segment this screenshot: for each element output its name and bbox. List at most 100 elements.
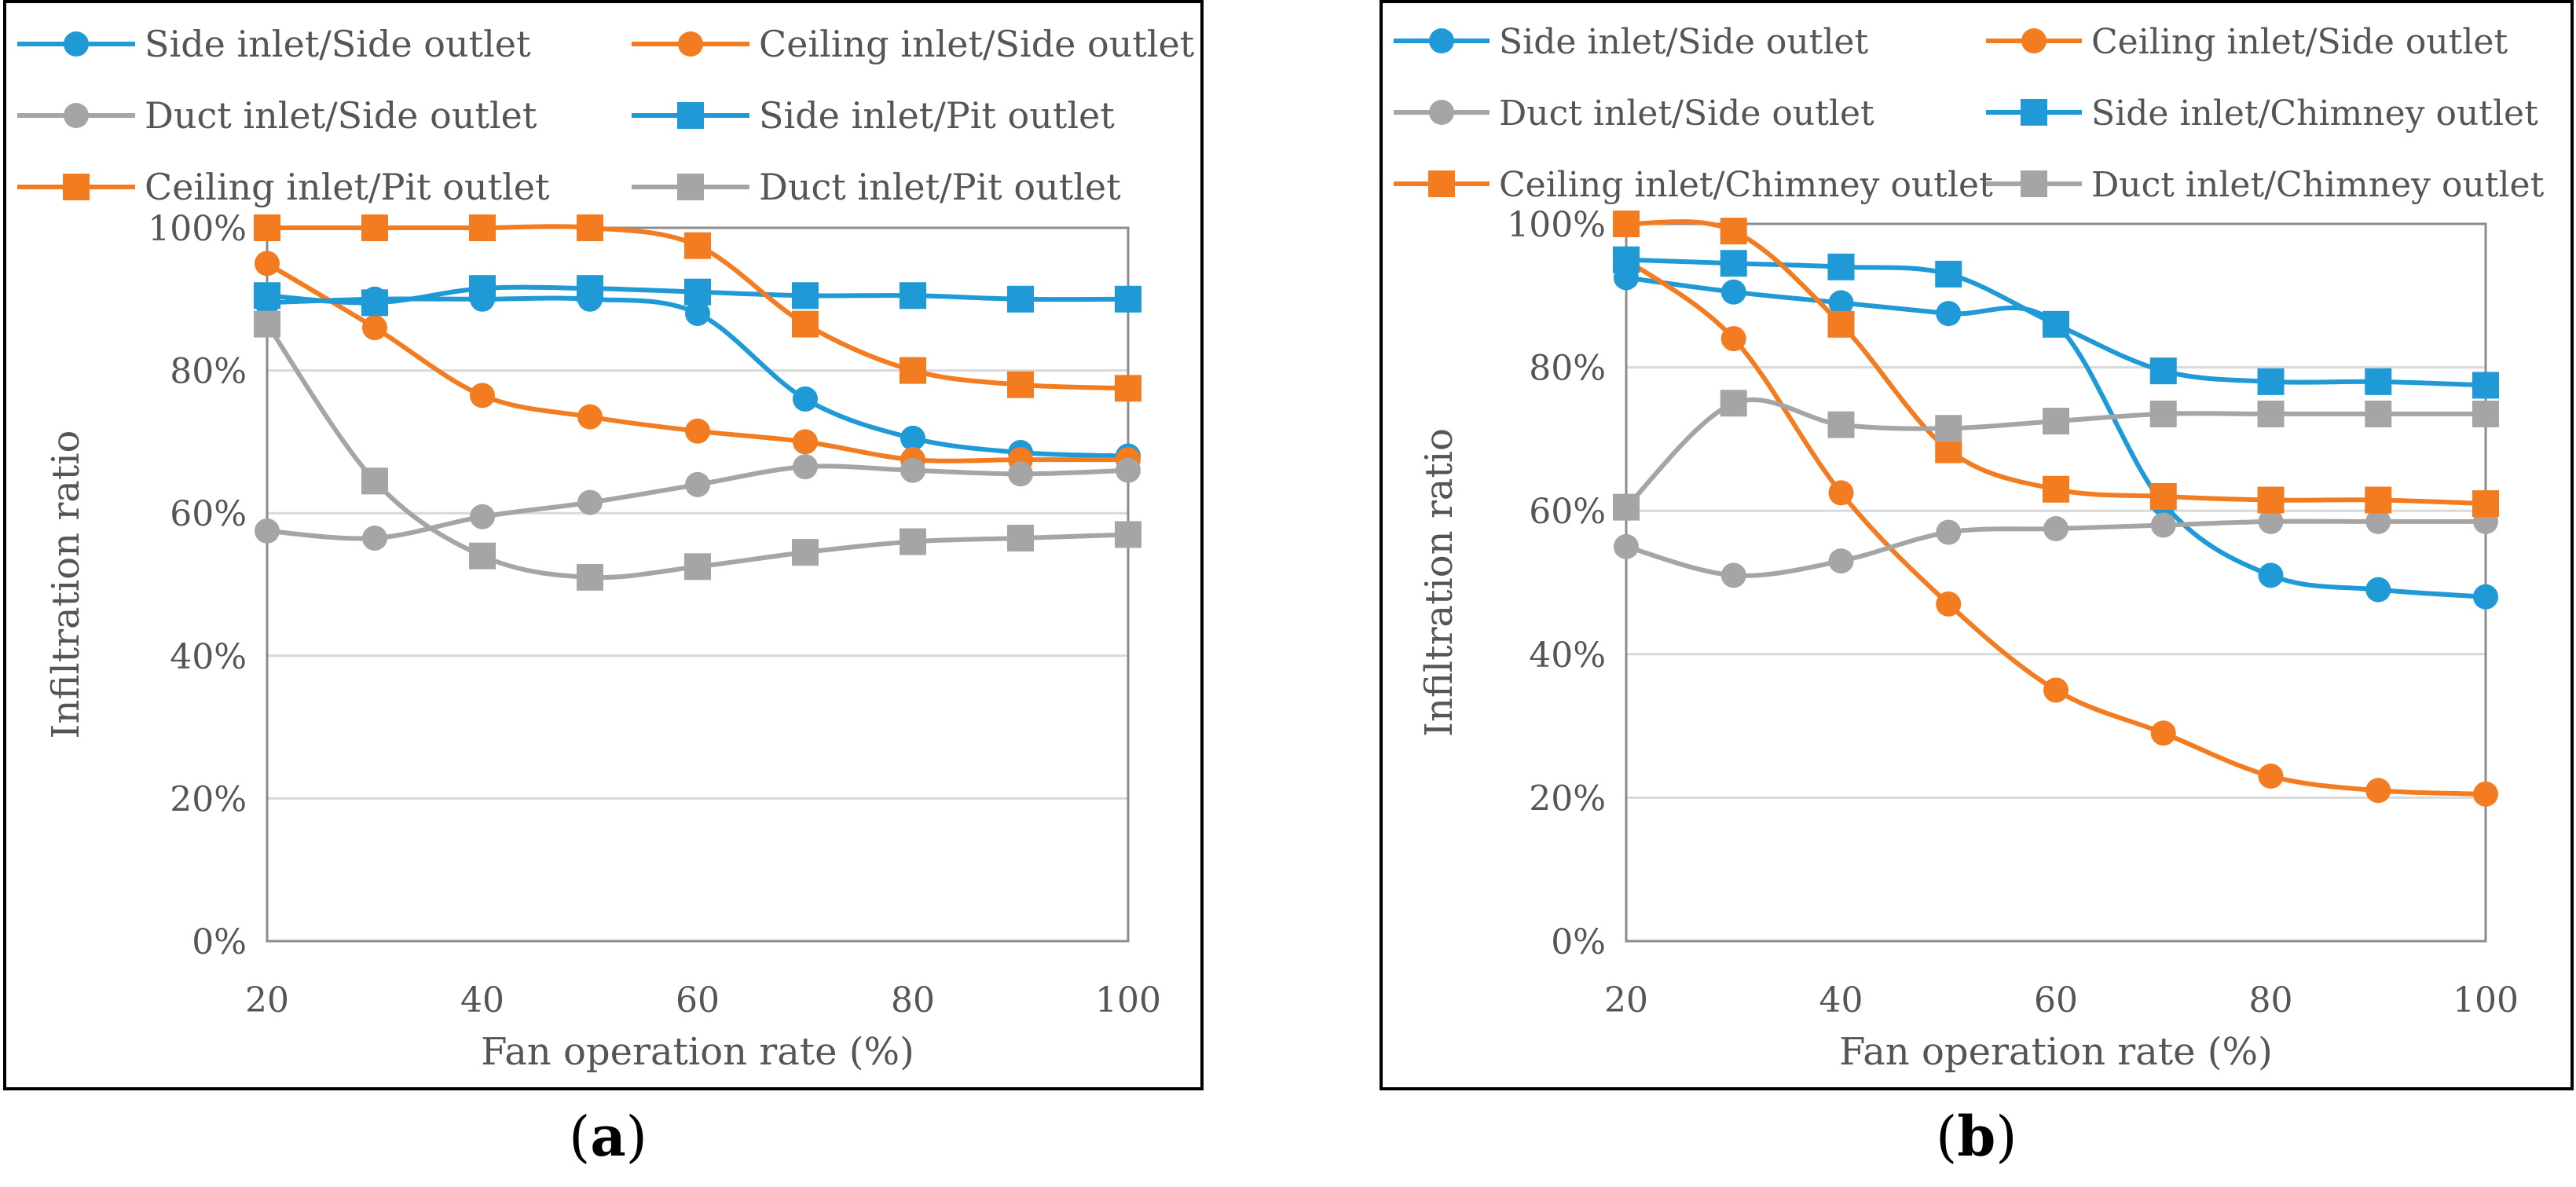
- caption-a: (a): [569, 1104, 647, 1169]
- chart-b-point: [1613, 211, 1640, 237]
- chart-a-point: [684, 278, 711, 306]
- chart-b-point: [2365, 368, 2392, 395]
- chart-b-x-tick-label: 40: [1819, 980, 1863, 1020]
- chart-a-point: [793, 429, 818, 455]
- chart-a-legend-marker: [677, 102, 704, 129]
- chart-b-series-line: [1625, 219, 2486, 507]
- chart-a-x-tick-label: 40: [460, 980, 504, 1020]
- chart-a-y-tick-label: 40%: [170, 637, 247, 677]
- chart-a-y-tick-label: 80%: [170, 352, 247, 392]
- chart-a-y-axis-title: Infiltration ratio: [44, 430, 88, 739]
- chart-b-point: [1828, 548, 1854, 574]
- chart-a-point: [793, 386, 818, 412]
- chart-b-point: [1828, 480, 1854, 506]
- chart-b-point: [2472, 490, 2499, 518]
- chart-a-point: [361, 289, 388, 317]
- chart-b-point: [1614, 533, 1639, 559]
- chart-a-point: [685, 300, 710, 326]
- chart-a-legend-label: Ceiling inlet/Side outlet: [759, 23, 1195, 65]
- chart-b-legend-marker: [2021, 28, 2047, 53]
- chart-b-point: [2149, 482, 2177, 510]
- chart-a-point: [254, 282, 280, 310]
- chart-b-plot-area: [1625, 222, 2487, 943]
- chart-b-x-tick-label: 100: [2453, 980, 2519, 1020]
- chart-b-point: [2258, 562, 2284, 588]
- chart-a-legend-label: Duct inlet/Side outlet: [145, 94, 537, 137]
- chart-a-point: [1115, 375, 1141, 402]
- chart-a-point: [684, 232, 711, 259]
- chart-b-point: [2149, 400, 2177, 427]
- line-chart-a: 0% 20% 40% 60% 80% 100% 20 40 60 80 100 Fan operati…: [17, 23, 1195, 1074]
- chart-a-legend-marker: [677, 174, 704, 200]
- chart-b-y-tick-label: 80%: [1529, 349, 1606, 389]
- chart-b-legend-label: Ceiling inlet/Chimney outlet: [1499, 165, 1993, 205]
- chart-a-point: [469, 542, 496, 570]
- chart-panel-a: 0% 20% 40% 60% 80% 100% 20 40 60 80 100 Fan operati…: [3, 0, 1204, 1090]
- chart-a-point: [900, 282, 926, 310]
- chart-a-point: [577, 275, 603, 302]
- chart-a-plot-area: [266, 226, 1130, 943]
- chart-b-legend-label: Side inlet/Chimney outlet: [2091, 93, 2538, 134]
- chart-b-point: [1720, 279, 1746, 305]
- chart-b-legend-marker: [2021, 99, 2047, 126]
- chart-b-point: [1827, 253, 1855, 280]
- chart-b-point: [1936, 301, 1962, 327]
- chart-a-point: [1007, 285, 1034, 313]
- chart-a-y-tick-label: 0%: [192, 922, 247, 962]
- chart-b-point: [1720, 326, 1746, 352]
- chart-b-point: [2257, 368, 2285, 395]
- chart-a-point: [900, 425, 925, 451]
- chart-b-legend-label: Duct inlet/Chimney outlet: [2091, 165, 2545, 205]
- caption-a-letter: a: [590, 1104, 626, 1169]
- chart-a-point: [1116, 457, 1141, 483]
- chart-b-point: [2365, 577, 2391, 603]
- chart-a-point: [577, 563, 603, 591]
- chart-b-x-tick-label: 20: [1604, 980, 1648, 1020]
- chart-a-point: [1008, 461, 1033, 487]
- chart-b-point: [2257, 486, 2285, 514]
- chart-b-legend-marker: [1429, 28, 1454, 53]
- chart-b-point: [1936, 519, 1962, 545]
- chart-a-legend-label: Duct inlet/Pit outlet: [759, 166, 1121, 208]
- chart-a-point: [900, 457, 925, 483]
- chart-a-point: [685, 471, 710, 497]
- chart-b-point: [1828, 290, 1854, 316]
- chart-b-x-tick-label: 60: [2034, 980, 2078, 1020]
- chart-a-point: [469, 275, 496, 302]
- chart-b-point: [2473, 781, 2498, 807]
- chart-panel-b: 0% 20% 40% 60% 80% 100% 20 40 60 80 100 Fan operati…: [1380, 0, 2574, 1090]
- chart-a-point: [361, 467, 388, 495]
- chart-b-point: [2150, 720, 2176, 746]
- chart-a-legend-label: Side inlet/Pit outlet: [759, 94, 1115, 137]
- chart-b-point: [1827, 411, 1855, 438]
- chart-a-x-tick-label: 80: [891, 980, 935, 1020]
- chart-b-point: [2365, 778, 2391, 804]
- chart-b-y-tick-label: 20%: [1529, 779, 1606, 819]
- chart-b-point: [2258, 508, 2284, 534]
- chart-a-point: [1007, 524, 1034, 551]
- chart-b-point: [2365, 508, 2391, 534]
- chart-b-point: [1827, 310, 1855, 338]
- chart-a-legend-marker: [678, 31, 703, 57]
- chart-a-point: [362, 315, 387, 341]
- chart-b-y-tick-label: 60%: [1529, 492, 1606, 532]
- chart-b-legend-marker: [1428, 170, 1455, 197]
- chart-a-point: [254, 310, 280, 338]
- chart-b-y-tick-label: 0%: [1551, 922, 1606, 962]
- chart-b-point: [1613, 493, 1640, 521]
- chart-a-x-tick-label: 60: [676, 980, 720, 1020]
- chart-b-y-tick-label: 100%: [1507, 205, 1606, 245]
- chart-a-x-tick-label: 100: [1095, 980, 1161, 1020]
- chart-a-y-tick-label: 100%: [148, 209, 247, 249]
- chart-a-point: [469, 214, 496, 241]
- chart-b-point: [2043, 677, 2068, 703]
- caption-b-letter: b: [1957, 1104, 1996, 1169]
- chart-a-point: [1115, 521, 1141, 548]
- chart-a-point: [792, 539, 819, 566]
- chart-b-point: [1720, 562, 1746, 588]
- chart-b-y-tick-label: 40%: [1529, 636, 1606, 676]
- chart-b-point: [2258, 764, 2284, 790]
- chart-a-point: [684, 553, 711, 581]
- chart-a-point: [577, 404, 603, 430]
- chart-b-point: [1613, 246, 1640, 273]
